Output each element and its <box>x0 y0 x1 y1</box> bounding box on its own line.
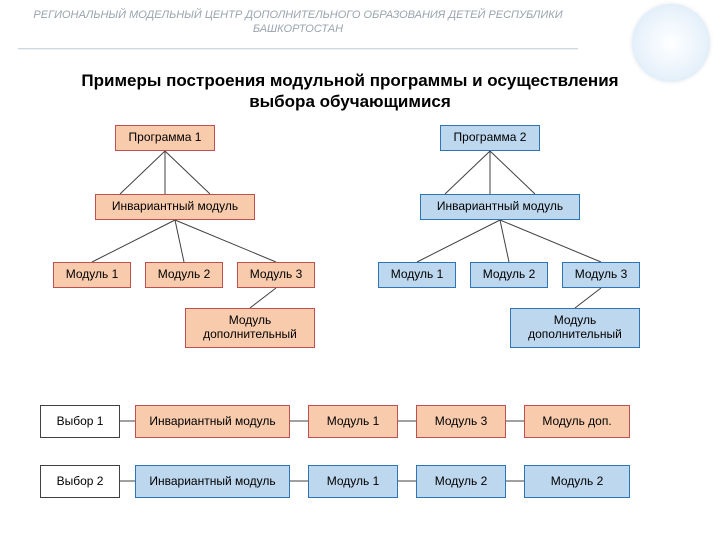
node-p1inv: Инвариантный модуль <box>95 194 255 220</box>
node-p1m1: Модуль 1 <box>53 262 131 288</box>
node-v1inv: Инвариантный модуль <box>135 405 290 438</box>
node-p2: Программа 2 <box>440 125 540 151</box>
node-p2m1: Модуль 1 <box>378 262 456 288</box>
header-divider <box>18 48 578 50</box>
node-p2m3: Модуль 3 <box>562 262 640 288</box>
node-p1m2: Модуль 2 <box>145 262 223 288</box>
slide-title: Примеры построения модульной программы и… <box>70 70 630 113</box>
node-v1m3: Модуль 3 <box>416 405 506 438</box>
node-p2dop: Модуль дополнительный <box>510 308 640 348</box>
org-header: РЕГИОНАЛЬНЫЙ МОДЕЛЬНЫЙ ЦЕНТР ДОПОЛНИТЕЛЬ… <box>18 8 578 37</box>
node-p2inv: Инвариантный модуль <box>420 194 580 220</box>
node-p1dop: Модуль дополнительный <box>185 308 315 348</box>
logo-icon <box>632 4 710 82</box>
node-v1m1: Модуль 1 <box>308 405 398 438</box>
node-v2: Выбор 2 <box>40 465 120 498</box>
node-p2m2: Модуль 2 <box>470 262 548 288</box>
slide-canvas: РЕГИОНАЛЬНЫЙ МОДЕЛЬНЫЙ ЦЕНТР ДОПОЛНИТЕЛЬ… <box>0 0 720 540</box>
node-p1m3: Модуль 3 <box>237 262 315 288</box>
node-v2m1: Модуль 1 <box>308 465 398 498</box>
node-v2inv: Инвариантный модуль <box>135 465 290 498</box>
node-v1dop: Модуль доп. <box>524 405 630 438</box>
node-v2m2b: Модуль 2 <box>524 465 630 498</box>
node-p1: Программа 1 <box>115 125 215 151</box>
node-v2m2a: Модуль 2 <box>416 465 506 498</box>
node-v1: Выбор 1 <box>40 405 120 438</box>
